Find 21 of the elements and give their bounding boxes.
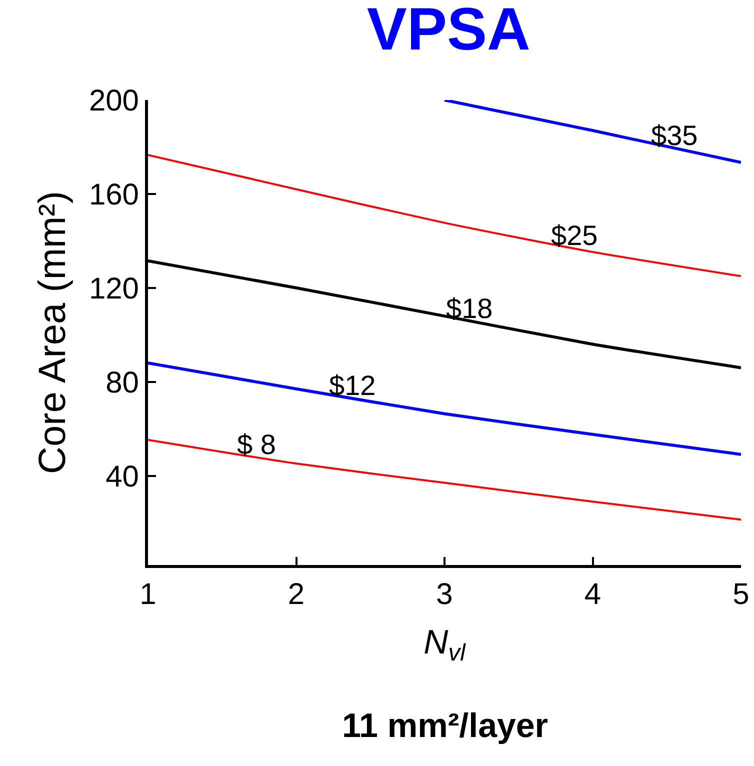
annotation: $25 [551, 220, 598, 251]
x-axis-title: N$_{vl}$ [424, 623, 466, 666]
y-tick-label: 80 [106, 366, 139, 400]
annotation: $35 [651, 120, 698, 151]
x-tick-label: 3 [436, 578, 453, 611]
y-tick-label: 120 [88, 272, 139, 306]
x-tick-label: 2 [288, 578, 305, 611]
y-tick-label: 200 [88, 84, 139, 118]
chart-title: VPSA [366, 0, 530, 63]
line-series [148, 362, 741, 456]
x-tick-label: 5 [732, 578, 750, 611]
y-axis-title: Core Area (mm²) [32, 191, 74, 474]
annotation: $ 8 [237, 429, 276, 460]
y-tick-label: 40 [106, 460, 139, 494]
annotation: $12 [329, 370, 376, 401]
x-tick-label: 1 [140, 578, 156, 611]
line-series [148, 154, 741, 278]
text: 11 mm²/layer [342, 707, 548, 745]
y-tick-label: 160 [88, 178, 139, 212]
annotation: $18 [446, 293, 493, 324]
x-tick-label: 4 [584, 578, 602, 611]
